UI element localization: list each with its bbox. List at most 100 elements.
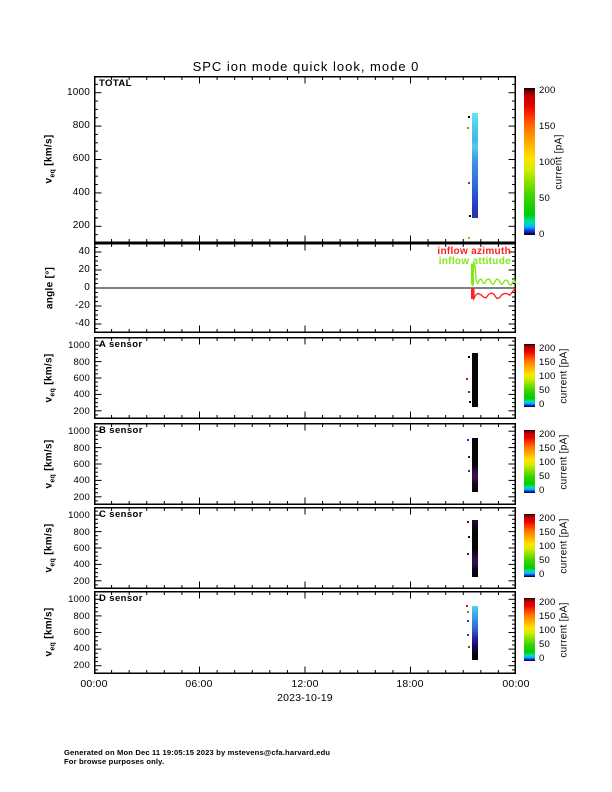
colorbar-c <box>524 514 535 577</box>
panel-label-c-sensor: C sensor <box>99 509 143 520</box>
angle-y-axis-label: angle [°] <box>44 266 56 310</box>
cbtick: 150 <box>539 443 556 454</box>
ylabel-sub: eq <box>49 557 57 567</box>
cbtick: 0 <box>539 569 545 580</box>
b-sensor-event-bar <box>472 438 478 492</box>
cbtick: 200 <box>539 343 556 354</box>
ylabel-sub: eq <box>49 473 57 483</box>
ytick: 800 <box>73 611 90 622</box>
ytick: 400 <box>72 187 90 198</box>
ylabel-base: v <box>43 177 55 184</box>
colorbar-a <box>524 344 535 407</box>
cbtick: 0 <box>539 399 545 410</box>
cbtick: 50 <box>539 193 550 204</box>
cbtick: 150 <box>539 611 556 622</box>
ytick: 800 <box>72 120 90 131</box>
panel-label-total: TOTAL <box>99 78 132 89</box>
cbtick: 50 <box>539 639 550 650</box>
panel-a-sensor: A sensor <box>94 337 516 419</box>
panel-label-a-sensor: A sensor <box>99 339 143 350</box>
ytick: 400 <box>73 643 90 654</box>
total-axes <box>94 76 516 243</box>
ytick: 40 <box>78 246 90 257</box>
ytick: 800 <box>73 527 90 538</box>
ytick: 1000 <box>68 340 90 351</box>
legend-inflow-attitude: inflow attitude <box>438 256 511 267</box>
xtick-0600: 06:00 <box>185 678 213 690</box>
ytick: 0 <box>84 282 90 293</box>
cbtick: 200 <box>539 513 556 524</box>
total-y-axis-label: veq [km/s] <box>44 134 57 183</box>
colorbar-title-c: current [pA] <box>558 518 570 574</box>
ylabel-unit: [km/s] <box>43 134 55 166</box>
xtick-1800: 18:00 <box>396 678 424 690</box>
footer-generated-line: Generated on Mon Dec 11 19:05:15 2023 by… <box>64 748 331 757</box>
ylabel-sub: eq <box>49 168 57 178</box>
ytick: 400 <box>73 389 90 400</box>
cbtick: 150 <box>539 357 556 368</box>
ytick: 200 <box>73 492 90 503</box>
ylabel-sub: eq <box>49 641 57 651</box>
b-sensor-axes <box>94 423 516 505</box>
ylabel-unit: [km/s] <box>43 607 55 639</box>
cbtick: 150 <box>539 121 556 132</box>
legend-inflow-azimuth: inflow azimuth <box>437 246 511 257</box>
c-sensor-event-bar <box>472 520 478 577</box>
d-y-axis-label: veq [km/s] <box>44 607 57 656</box>
cbtick: 100 <box>539 157 556 168</box>
ytick: 800 <box>73 357 90 368</box>
ylabel-base: v <box>43 482 55 489</box>
xtick-0000: 00:00 <box>80 678 108 690</box>
c-y-axis-label: veq [km/s] <box>44 523 57 572</box>
colorbar-d <box>524 598 535 661</box>
cbtick: 100 <box>539 541 556 552</box>
panel-angle <box>94 243 516 333</box>
panel-c-sensor: C sensor <box>94 507 516 589</box>
ylabel-unit: [km/s] <box>43 439 55 471</box>
cbtick: 100 <box>539 371 556 382</box>
xtick-2400: 00:00 <box>502 678 530 690</box>
angle-axes <box>94 243 516 333</box>
panel-d-sensor: D sensor <box>94 591 516 674</box>
panel-label-b-sensor: B sensor <box>99 425 143 436</box>
ytick: 200 <box>72 220 90 231</box>
ytick: 400 <box>73 559 90 570</box>
total-event-bar <box>472 113 478 218</box>
ylabel-base: v <box>43 650 55 657</box>
ytick: 1000 <box>68 510 90 521</box>
cbtick: 0 <box>539 229 545 240</box>
cbtick: 200 <box>539 85 556 96</box>
plot-title: SPC ion mode quick look, mode 0 <box>192 59 420 74</box>
ytick: 200 <box>73 576 90 587</box>
colorbar-title-d: current [pA] <box>558 602 570 658</box>
ylabel-base: v <box>43 396 55 403</box>
x-axis-date: 2023-10-19 <box>277 692 333 704</box>
colorbar-b <box>524 430 535 493</box>
colorbar-total <box>524 88 535 235</box>
colorbar-title-b: current [pA] <box>558 434 570 490</box>
panel-total: TOTAL <box>94 76 516 243</box>
cbtick: 50 <box>539 471 550 482</box>
a-sensor-axes <box>94 337 516 419</box>
cbtick: 50 <box>539 385 550 396</box>
panel-label-d-sensor: D sensor <box>99 593 143 604</box>
cbtick: 0 <box>539 653 545 664</box>
cbtick: 150 <box>539 527 556 538</box>
ytick: 400 <box>73 475 90 486</box>
ytick: 200 <box>73 406 90 417</box>
ytick: 600 <box>73 627 90 638</box>
ytick: 600 <box>73 459 90 470</box>
ylabel-unit: [km/s] <box>43 353 55 385</box>
cbtick: 100 <box>539 457 556 468</box>
ytick: 800 <box>73 443 90 454</box>
d-sensor-axes <box>94 591 516 674</box>
cbtick: 100 <box>539 625 556 636</box>
ytick: 600 <box>73 373 90 384</box>
xtick-1200: 12:00 <box>291 678 319 690</box>
a-sensor-event-bar <box>472 353 478 407</box>
colorbar-title-total: current [pA] <box>553 134 565 190</box>
colorbar-title-a: current [pA] <box>558 348 570 404</box>
panel-b-sensor: B sensor <box>94 423 516 505</box>
b-y-axis-label: veq [km/s] <box>44 439 57 488</box>
